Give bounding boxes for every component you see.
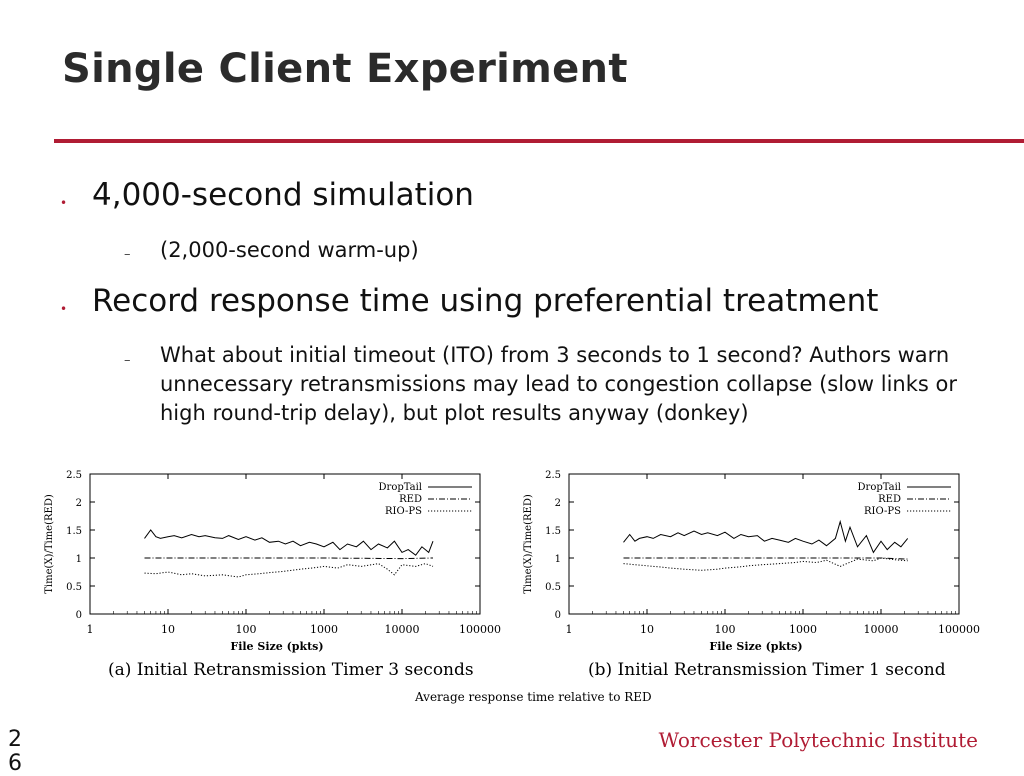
chart-a-ytick-label: 0.5: [66, 582, 82, 593]
chart-a-xtick-label: 10: [161, 623, 175, 636]
chart-b-xtick-label: 100: [715, 623, 736, 636]
chart-a: 1 10 100 1000 10000 100000 0 0.5 1 1.5 2 2.5 File Si…: [38, 462, 518, 666]
bullet-marker: •: [60, 302, 68, 316]
bullet-marker: •: [60, 196, 68, 210]
chart-b-series-rio-ps: [623, 557, 908, 571]
chart-a-series-rio-ps: [144, 563, 434, 578]
chart-a-caption: (a) Initial Retransmission Timer 3 secon…: [108, 660, 474, 680]
sub-bullet-ito: What about initial timeout (ITO) from 3 …: [160, 343, 957, 425]
chart-b: 1 10 100 1000 10000 100000 0 0.5 1 1.5 2 2.5 File Si…: [517, 462, 997, 666]
chart-b-xlabel: File Size (pkts): [709, 640, 802, 653]
chart-b-series-droptail: [623, 519, 909, 554]
chart-a-ytick-label: 2.5: [66, 470, 82, 481]
chart-a-xlabel: File Size (pkts): [230, 640, 323, 653]
chart-a-ytick-label: 2: [76, 498, 82, 509]
slide-title: Single Client Experiment: [62, 46, 628, 92]
chart-a-legend-label: RIO-PS: [385, 506, 422, 517]
figure-caption: Average response time relative to RED: [415, 690, 652, 704]
chart-b-xtick-label: 1: [566, 623, 573, 636]
chart-b-legend-label: RED: [878, 494, 901, 505]
chart-a-legend-label: DropTail: [379, 482, 422, 493]
bullet-response-time: Record response time using preferential …: [92, 283, 879, 319]
chart-b-svg: 1 10 100 1000 10000 100000 0 0.5 1 1.5 2 2.5 File Si…: [523, 470, 980, 653]
chart-b-legend-label: RIO-PS: [864, 506, 901, 517]
chart-a-xtick-label: 1: [87, 623, 94, 636]
chart-b-ytick-label: 2: [555, 498, 561, 509]
chart-b-ytick-label: 2.5: [545, 470, 561, 481]
sub-bullet-marker: –: [124, 247, 131, 262]
chart-b-ytick-label: 1.5: [545, 526, 561, 537]
chart-a-series-red: [144, 557, 434, 560]
chart-b-ylabel: Time(X)/Time(RED): [523, 494, 534, 594]
chart-a-xtick-label: 1000: [310, 623, 338, 636]
chart-b-ytick-label: 0: [555, 610, 561, 621]
chart-a-plot-frame: [89, 473, 481, 615]
chart-b-series-red: [623, 557, 908, 560]
chart-b-xtick-label: 10000: [864, 623, 899, 636]
chart-b-ytick-label: 1: [555, 554, 561, 565]
sub-bullet-marker: –: [124, 353, 131, 368]
chart-a-xtick-label: 100: [236, 623, 257, 636]
chart-a-xtick-label: 10000: [385, 623, 420, 636]
chart-b-xtick-label: 1000: [789, 623, 817, 636]
chart-a-ylabel: Time(X)/Time(RED): [44, 494, 55, 594]
chart-a-ytick-label: 0: [76, 610, 82, 621]
sub-bullet-warmup: (2,000-second warm-up): [160, 238, 419, 262]
chart-b-xtick-label: 10: [640, 623, 654, 636]
chart-a-xtick-label: 100000: [459, 623, 501, 636]
chart-a-svg: 1 10 100 1000 10000 100000 0 0.5 1 1.5 2 2.5 File Si…: [44, 470, 501, 653]
footer-institution: Worcester Polytechnic Institute: [658, 728, 978, 752]
chart-a-ytick-label: 1.5: [66, 526, 82, 537]
chart-a-legend-label: RED: [399, 494, 422, 505]
bullet-simulation: 4,000-second simulation: [92, 177, 474, 213]
chart-a-ytick-label: 1: [76, 554, 82, 565]
chart-b-caption: (b) Initial Retransmission Timer 1 secon…: [588, 660, 946, 680]
title-divider: [54, 139, 1024, 143]
chart-b-ytick-label: 0.5: [545, 582, 561, 593]
chart-b-xtick-label: 100000: [938, 623, 980, 636]
chart-b-legend-label: DropTail: [858, 482, 901, 493]
chart-b-plot-frame: [568, 473, 960, 615]
page-number: 26: [8, 727, 22, 776]
chart-a-series-droptail: [144, 529, 434, 556]
